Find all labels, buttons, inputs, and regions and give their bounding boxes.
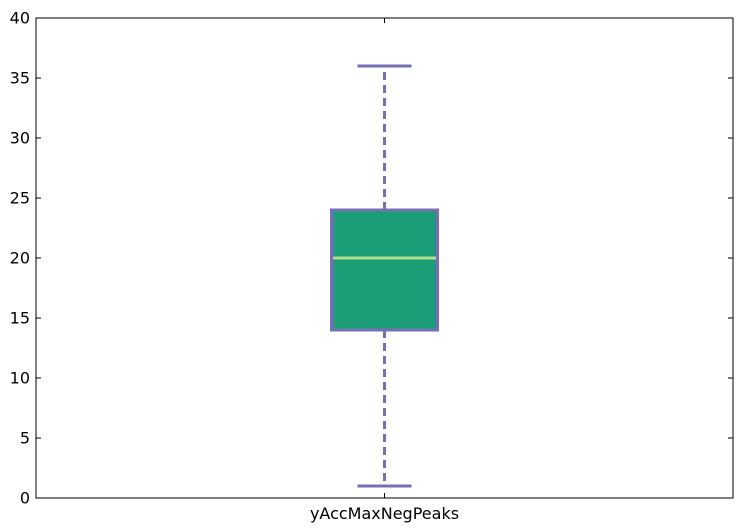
x-category-label: yAccMaxNegPeaks — [310, 504, 459, 523]
y-tick-label: 35 — [10, 69, 30, 88]
y-tick-label: 30 — [10, 129, 30, 148]
y-tick-label: 0 — [20, 489, 30, 508]
y-tick-label: 40 — [10, 9, 30, 28]
axes-frame — [35, 17, 734, 499]
y-tick-label: 10 — [10, 369, 30, 388]
plot-marks — [330, 64, 439, 488]
y-axis-ticks: 0 5 10 15 20 25 30 35 40 — [10, 9, 733, 508]
y-tick-label: 20 — [10, 249, 30, 268]
box-iqr — [330, 208, 439, 332]
y-tick-label: 15 — [10, 309, 30, 328]
x-axis-labels: yAccMaxNegPeaks — [310, 18, 459, 523]
y-tick-label: 25 — [10, 189, 30, 208]
y-tick-label: 5 — [20, 429, 30, 448]
